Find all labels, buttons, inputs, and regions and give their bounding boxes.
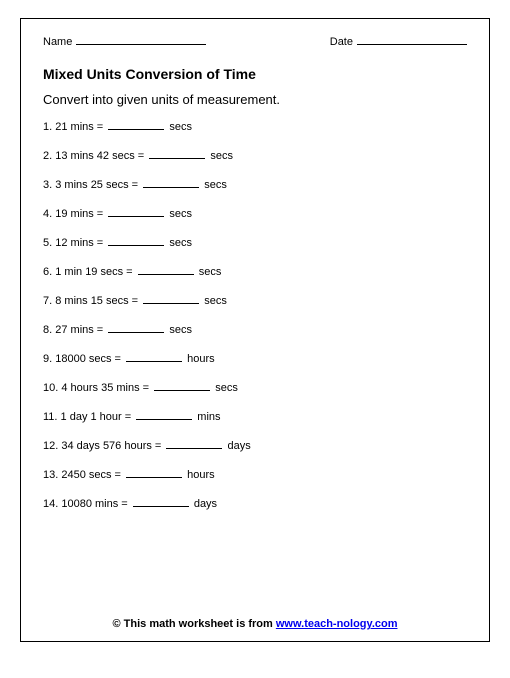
answer-blank[interactable] bbox=[126, 353, 182, 362]
answer-blank[interactable] bbox=[166, 440, 222, 449]
problem-left: 12 mins = bbox=[55, 237, 106, 249]
problem-right: secs bbox=[201, 295, 227, 307]
problem-left: 10080 mins = bbox=[61, 498, 130, 510]
problem-number: 13. bbox=[43, 469, 61, 481]
problem-right: secs bbox=[166, 208, 192, 220]
problem-row: 7. 8 mins 15 secs = secs bbox=[43, 295, 467, 307]
problem-row: 2. 13 mins 42 secs = secs bbox=[43, 150, 467, 162]
problems-list: 1. 21 mins = secs2. 13 mins 42 secs = se… bbox=[43, 121, 467, 510]
problem-row: 12. 34 days 576 hours = days bbox=[43, 440, 467, 452]
problem-number: 12. bbox=[43, 440, 61, 452]
answer-blank[interactable] bbox=[108, 208, 164, 217]
problem-right: secs bbox=[166, 237, 192, 249]
problem-left: 13 mins 42 secs = bbox=[55, 150, 147, 162]
answer-blank[interactable] bbox=[108, 324, 164, 333]
answer-blank[interactable] bbox=[126, 469, 182, 478]
problem-row: 14. 10080 mins = days bbox=[43, 498, 467, 510]
problem-left: 18000 secs = bbox=[55, 353, 124, 365]
footer-prefix: © This math worksheet is from bbox=[113, 618, 276, 630]
date-field: Date bbox=[330, 35, 467, 48]
problem-right: days bbox=[191, 498, 217, 510]
problem-left: 27 mins = bbox=[55, 324, 106, 336]
worksheet-title: Mixed Units Conversion of Time bbox=[43, 66, 467, 82]
footer-link[interactable]: www.teach-nology.com bbox=[276, 618, 398, 630]
answer-blank[interactable] bbox=[133, 498, 189, 507]
answer-blank[interactable] bbox=[138, 266, 194, 275]
problem-number: 6. bbox=[43, 266, 55, 278]
problem-row: 10. 4 hours 35 mins = secs bbox=[43, 382, 467, 394]
date-label: Date bbox=[330, 36, 353, 48]
answer-blank[interactable] bbox=[136, 411, 192, 420]
problem-row: 6. 1 min 19 secs = secs bbox=[43, 266, 467, 278]
problem-row: 8. 27 mins = secs bbox=[43, 324, 467, 336]
footer: © This math worksheet is from www.teach-… bbox=[21, 618, 489, 630]
problem-number: 7. bbox=[43, 295, 55, 307]
problem-left: 19 mins = bbox=[55, 208, 106, 220]
problem-right: secs bbox=[212, 382, 238, 394]
problem-right: hours bbox=[184, 469, 215, 481]
problem-number: 9. bbox=[43, 353, 55, 365]
name-label: Name bbox=[43, 36, 72, 48]
problem-left: 1 min 19 secs = bbox=[55, 266, 135, 278]
problem-left: 3 mins 25 secs = bbox=[55, 179, 141, 191]
problem-right: secs bbox=[207, 150, 233, 162]
problem-row: 13. 2450 secs = hours bbox=[43, 469, 467, 481]
problem-left: 34 days 576 hours = bbox=[61, 440, 164, 452]
problem-right: secs bbox=[201, 179, 227, 191]
problem-row: 9. 18000 secs = hours bbox=[43, 353, 467, 365]
answer-blank[interactable] bbox=[143, 295, 199, 304]
problem-left: 8 mins 15 secs = bbox=[55, 295, 141, 307]
answer-blank[interactable] bbox=[154, 382, 210, 391]
problem-number: 14. bbox=[43, 498, 61, 510]
problem-number: 1. bbox=[43, 121, 55, 133]
problem-number: 5. bbox=[43, 237, 55, 249]
problem-right: secs bbox=[166, 121, 192, 133]
instruction-text: Convert into given units of measurement. bbox=[43, 92, 467, 107]
header-row: Name Date bbox=[43, 35, 467, 48]
problem-row: 5. 12 mins = secs bbox=[43, 237, 467, 249]
problem-right: mins bbox=[194, 411, 220, 423]
problem-number: 11. bbox=[43, 411, 61, 423]
problem-left: 2450 secs = bbox=[61, 469, 124, 481]
problem-row: 4. 19 mins = secs bbox=[43, 208, 467, 220]
problem-number: 2. bbox=[43, 150, 55, 162]
problem-left: 4 hours 35 mins = bbox=[61, 382, 152, 394]
problem-number: 3. bbox=[43, 179, 55, 191]
name-field: Name bbox=[43, 35, 206, 48]
problem-right: days bbox=[224, 440, 250, 452]
problem-number: 8. bbox=[43, 324, 55, 336]
problem-row: 1. 21 mins = secs bbox=[43, 121, 467, 133]
problem-right: hours bbox=[184, 353, 215, 365]
problem-right: secs bbox=[196, 266, 222, 278]
answer-blank[interactable] bbox=[143, 179, 199, 188]
problem-left: 21 mins = bbox=[55, 121, 106, 133]
problem-row: 11. 1 day 1 hour = mins bbox=[43, 411, 467, 423]
problem-left: 1 day 1 hour = bbox=[61, 411, 135, 423]
problem-row: 3. 3 mins 25 secs = secs bbox=[43, 179, 467, 191]
name-input-line[interactable] bbox=[76, 35, 206, 45]
problem-right: secs bbox=[166, 324, 192, 336]
answer-blank[interactable] bbox=[108, 237, 164, 246]
answer-blank[interactable] bbox=[149, 150, 205, 159]
problem-number: 10. bbox=[43, 382, 61, 394]
answer-blank[interactable] bbox=[108, 121, 164, 130]
worksheet-page: Name Date Mixed Units Conversion of Time… bbox=[20, 18, 490, 642]
problem-number: 4. bbox=[43, 208, 55, 220]
date-input-line[interactable] bbox=[357, 35, 467, 45]
